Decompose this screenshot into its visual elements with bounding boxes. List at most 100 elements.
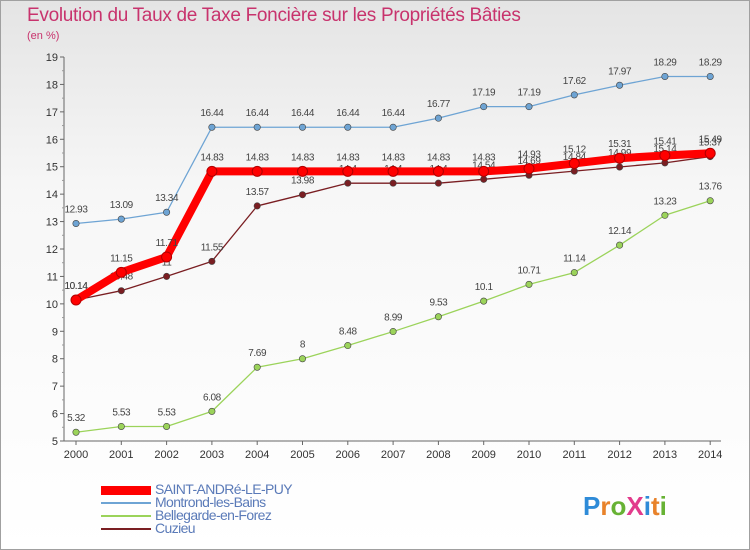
data-point bbox=[434, 114, 442, 122]
data-point bbox=[704, 147, 716, 159]
data-point bbox=[342, 165, 354, 177]
data-label: 13.34 bbox=[155, 193, 179, 204]
data-label: 13.76 bbox=[699, 182, 723, 193]
data-label: 5.53 bbox=[158, 407, 177, 418]
data-point bbox=[161, 251, 173, 263]
legend-swatch bbox=[101, 528, 151, 530]
y-tick-label: 11 bbox=[47, 271, 58, 283]
y-tick-label: 15 bbox=[46, 162, 58, 174]
data-point bbox=[616, 163, 624, 171]
data-point bbox=[251, 165, 263, 177]
data-label: 5.32 bbox=[67, 413, 86, 424]
data-label: 13.09 bbox=[110, 200, 134, 211]
line-chart: 5 6 7 8 9 10 11 12 13 14 15 16 17 18 19 2000 2001 2002 200… bbox=[46, 52, 723, 461]
data-label: 6.08 bbox=[203, 392, 222, 403]
data-point bbox=[253, 123, 261, 131]
logo-letter: i bbox=[643, 491, 651, 521]
legend-label: SAINT-ANDRé-LE-PUY bbox=[155, 481, 293, 497]
data-point bbox=[523, 163, 535, 175]
data-label: 11 bbox=[162, 257, 172, 268]
logo-letter: o bbox=[610, 491, 627, 521]
data-label: 12.93 bbox=[64, 204, 88, 215]
y-tick-label: 9 bbox=[52, 326, 58, 338]
data-label: 13.23 bbox=[653, 196, 677, 207]
data-point bbox=[434, 179, 442, 187]
data-label: 7.69 bbox=[248, 348, 267, 359]
data-label: 16.44 bbox=[382, 108, 406, 119]
chart-title: Evolution du Taux de Taxe Foncière sur l… bbox=[27, 5, 521, 26]
y-tick-label: 16 bbox=[46, 134, 58, 146]
logo-letter: t bbox=[650, 491, 660, 521]
x-tick-label: 2006 bbox=[336, 449, 360, 461]
x-tick-label: 2012 bbox=[607, 449, 631, 461]
logo-letter: X bbox=[626, 491, 644, 521]
y-tick-label: 17 bbox=[46, 107, 58, 119]
data-point bbox=[432, 165, 444, 177]
data-label: 9.53 bbox=[429, 298, 448, 309]
data-point bbox=[297, 165, 308, 177]
data-label: 8.99 bbox=[384, 313, 403, 324]
x-tick-label: 2013 bbox=[653, 449, 677, 461]
x-tick-label: 2014 bbox=[698, 449, 722, 461]
data-label: 18.29 bbox=[653, 57, 677, 68]
data-label: 13.98 bbox=[291, 176, 315, 187]
data-label: 13.57 bbox=[246, 187, 270, 198]
data-label: 15.49 bbox=[699, 134, 723, 145]
data-point bbox=[616, 241, 624, 249]
data-point bbox=[389, 328, 397, 336]
data-label: 15.31 bbox=[608, 139, 632, 150]
data-label: 14.83 bbox=[200, 152, 224, 163]
x-tick-label: 2001 bbox=[109, 449, 133, 461]
data-label: 14.93 bbox=[517, 150, 541, 161]
data-point bbox=[480, 103, 488, 111]
data-point bbox=[298, 355, 306, 363]
data-point bbox=[117, 287, 125, 295]
x-tick-label: 2005 bbox=[290, 449, 314, 461]
data-point bbox=[163, 422, 171, 430]
data-point bbox=[706, 72, 714, 80]
chart-subtitle: (en %) bbox=[27, 30, 60, 42]
data-point bbox=[434, 313, 442, 321]
data-point bbox=[616, 81, 624, 89]
data-label: 15.14 bbox=[653, 144, 677, 155]
data-point bbox=[298, 123, 306, 131]
data-point bbox=[72, 428, 80, 436]
y-tick-label: 14 bbox=[46, 189, 58, 201]
data-label: 11.55 bbox=[201, 242, 224, 253]
data-point bbox=[389, 123, 397, 131]
data-label: 11.14 bbox=[563, 254, 586, 265]
data-point bbox=[163, 208, 171, 216]
legend-label: Montrond-les-Bains bbox=[155, 494, 266, 510]
x-tick-label: 2004 bbox=[245, 449, 269, 461]
x-tick-label: 2007 bbox=[381, 449, 405, 461]
data-point bbox=[659, 149, 671, 161]
y-tick-label: 7 bbox=[52, 381, 58, 393]
proxiti-logo: ProXiti bbox=[583, 491, 667, 522]
data-label: 16.44 bbox=[246, 108, 270, 119]
data-point bbox=[387, 165, 399, 177]
data-label: 10.71 bbox=[517, 265, 541, 276]
x-tick-label: 2000 bbox=[64, 449, 88, 461]
data-point bbox=[480, 297, 488, 305]
y-tick-label: 5 bbox=[52, 436, 58, 448]
data-point bbox=[344, 123, 352, 131]
y-tick-label: 18 bbox=[46, 79, 58, 91]
y-tick-label: 13 bbox=[46, 217, 58, 229]
x-tick-label: 2003 bbox=[200, 449, 224, 461]
data-label: 15.41 bbox=[653, 136, 677, 147]
data-label: 8 bbox=[300, 340, 306, 351]
logo-letter: i bbox=[659, 491, 667, 521]
data-label: 14.83 bbox=[382, 152, 406, 163]
data-point bbox=[389, 179, 397, 187]
data-point bbox=[344, 179, 352, 187]
legend-swatch bbox=[101, 515, 151, 517]
legend-label: Bellegarde-en-Forez bbox=[155, 507, 272, 523]
data-point bbox=[525, 280, 533, 288]
data-point bbox=[614, 152, 626, 164]
data-label: 10.14 bbox=[64, 281, 88, 292]
data-point bbox=[208, 123, 216, 131]
x-tick-label: 2010 bbox=[517, 449, 541, 461]
x-tick-label: 2002 bbox=[154, 449, 178, 461]
data-label: 11.15 bbox=[110, 253, 133, 264]
y-tick-label: 8 bbox=[52, 354, 58, 366]
